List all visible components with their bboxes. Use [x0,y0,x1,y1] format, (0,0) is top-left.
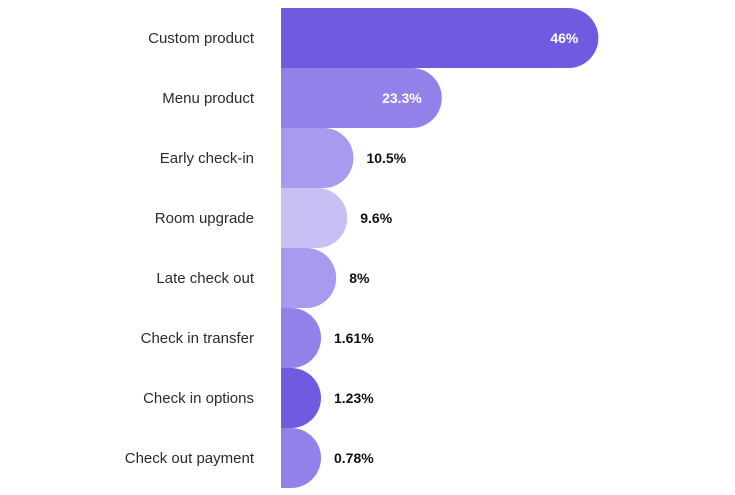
value-label: 9.6% [360,210,392,226]
value-label: 46% [550,30,579,46]
bar [281,188,348,249]
category-label: Check in transfer [141,330,254,347]
category-label: Custom product [148,30,255,47]
value-label: 1.61% [334,330,374,346]
bar [281,8,599,68]
value-label: 0.78% [334,450,374,466]
value-label: 23.3% [382,90,422,106]
category-label: Check out payment [125,450,255,467]
value-label: 1.23% [334,390,374,406]
bar [281,68,442,128]
category-label: Check in options [143,390,254,407]
category-label: Room upgrade [155,210,254,227]
bar [281,248,337,308]
value-label: 8% [349,270,370,286]
category-label: Early check-in [160,150,254,167]
bar [281,428,321,488]
bar [281,368,321,428]
bar [281,128,354,188]
bar [281,308,321,368]
category-label: Menu product [162,90,255,107]
value-label: 10.5% [366,150,406,166]
category-label: Late check out [156,270,254,287]
